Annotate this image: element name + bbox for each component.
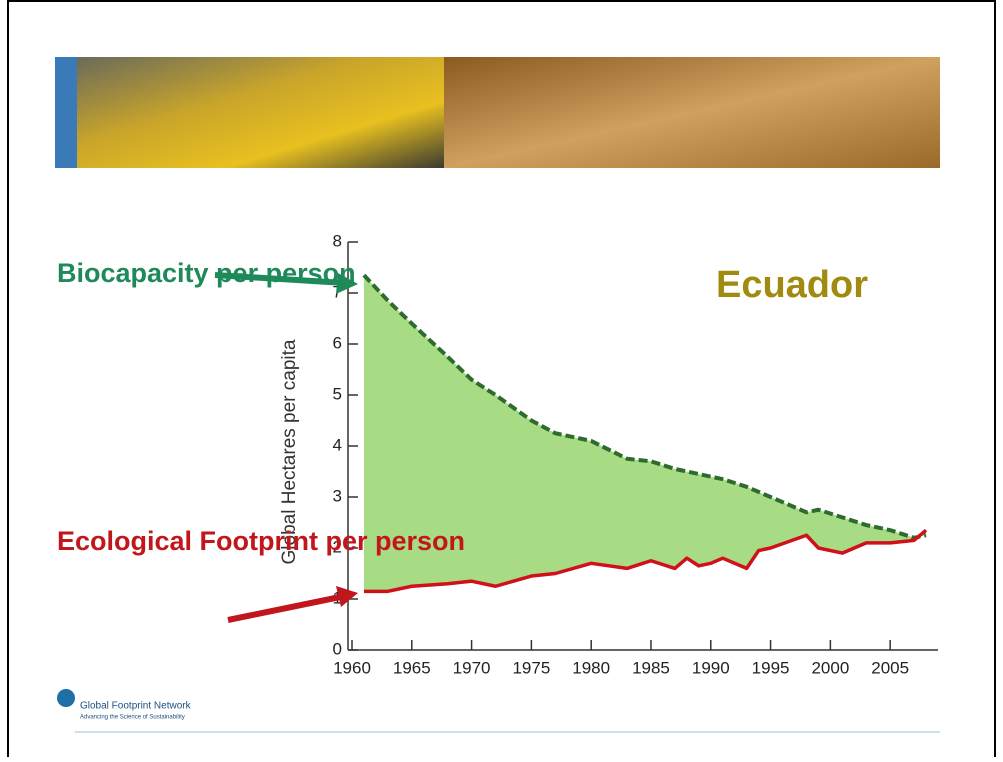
arrow: [227, 593, 346, 623]
arrow: [214, 272, 346, 286]
arrowhead: [336, 273, 358, 294]
y-tick-label: 6: [333, 333, 342, 352]
banner-strip: [55, 57, 77, 168]
chart-title: Ecuador: [716, 264, 868, 306]
logo-tagline: Advancing the Science of Sustainability: [80, 715, 185, 721]
gap-fill: [363, 275, 927, 592]
y-tick-label: 2: [333, 537, 342, 556]
x-tick-label: 1990: [692, 658, 730, 677]
series-line: [363, 528, 928, 594]
series-line: [362, 273, 927, 540]
annotation: Ecological Footprint per person: [57, 526, 465, 556]
logo-name: Global Footprint Network: [80, 701, 192, 712]
logo-mark: [57, 689, 75, 707]
y-tick-label: 5: [333, 384, 342, 403]
x-tick-label: 1965: [393, 658, 431, 677]
y-axis-label: Global Hectares per capita: [279, 339, 300, 564]
banner-city: [77, 57, 444, 168]
x-tick-label: 1980: [572, 658, 610, 677]
x-tick-label: 1995: [752, 658, 790, 677]
y-tick-label: 3: [333, 486, 342, 505]
x-tick-label: 1985: [632, 658, 670, 677]
x-tick-label: 1970: [453, 658, 491, 677]
y-tick-label: 0: [333, 639, 342, 658]
x-tick-label: 2000: [811, 658, 849, 677]
x-tick-label: 1960: [333, 658, 371, 677]
x-tick-label: 1975: [512, 658, 550, 677]
plot: 0123456781960196519701975198019851990199…: [333, 231, 938, 677]
y-tick-label: 4: [333, 435, 342, 454]
arrowhead: [336, 586, 358, 607]
x-tick-label: 2005: [871, 658, 909, 677]
y-tick-label: 8: [333, 231, 342, 250]
banner-grass: [444, 57, 940, 168]
